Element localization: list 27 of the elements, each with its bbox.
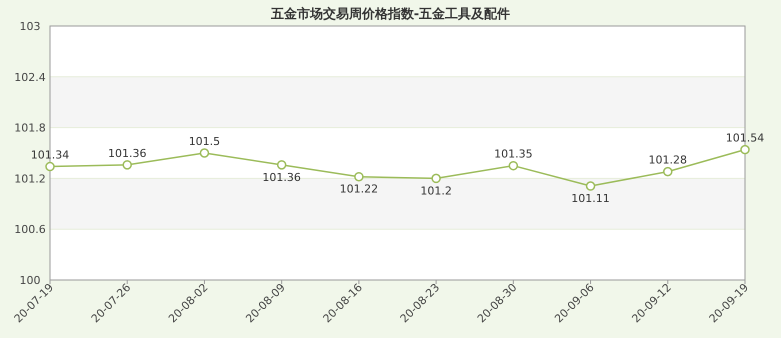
data-label: 101.11 — [571, 192, 610, 206]
y-tick-label: 102.4 — [14, 70, 46, 84]
y-tick-label: 101.2 — [14, 172, 46, 186]
point — [740, 144, 750, 154]
point — [45, 162, 55, 172]
y-tick-label: 103 — [20, 20, 40, 33]
data-label: 101.36 — [262, 170, 301, 184]
data-label: 101.5 — [188, 135, 220, 148]
data-label: 101.34 — [30, 148, 70, 162]
point — [354, 172, 364, 182]
point — [663, 166, 673, 176]
point — [508, 160, 518, 170]
data-label: 101.36 — [108, 146, 146, 160]
data-label: 101.2 — [420, 184, 452, 198]
point — [276, 160, 286, 170]
data-label: 101.22 — [340, 182, 378, 196]
y-tick-label: 100 — [20, 274, 40, 287]
y-tick-label: 100.6 — [14, 223, 46, 236]
point — [586, 181, 596, 191]
chart-title: 五金市场交易周价格指数-五金工具及配件 — [270, 6, 510, 22]
data-label: 101.54 — [726, 132, 764, 145]
point — [431, 174, 441, 184]
data-label: 101.35 — [494, 148, 533, 161]
y-tick-label: 101.8 — [14, 122, 46, 135]
data-label: 101.28 — [648, 154, 688, 167]
point — [122, 160, 132, 170]
point — [200, 148, 210, 158]
